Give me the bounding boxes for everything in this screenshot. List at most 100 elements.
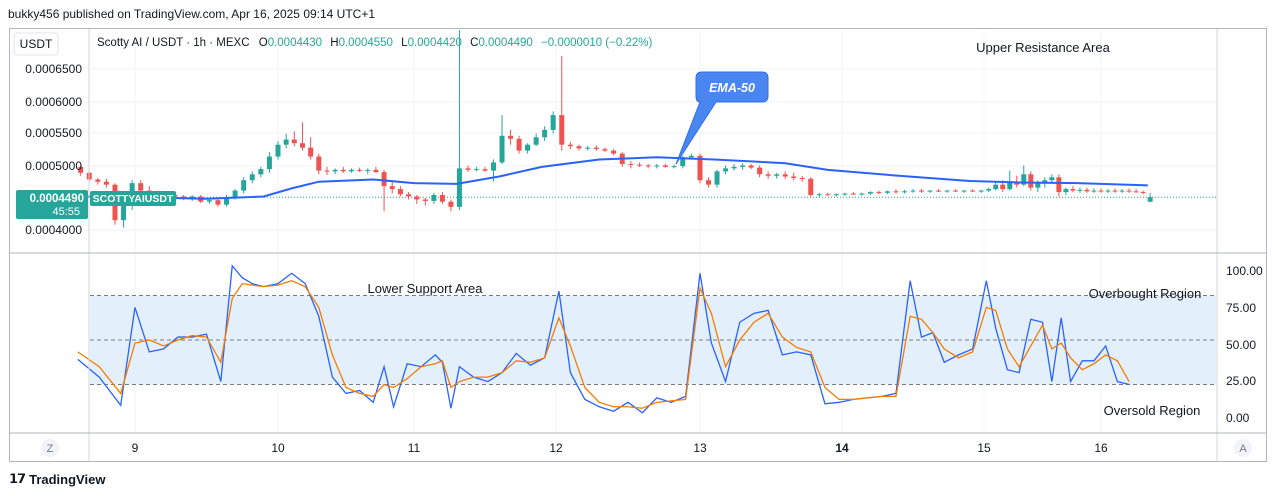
candle-body [1063,189,1069,193]
candle-body [308,147,314,157]
candle-body [1000,184,1006,190]
time-tick-label: 12 [549,441,563,455]
candle-body [859,193,865,195]
candle-body [365,169,371,171]
tradingview-logo-icon: 𝟭𝟳 [9,471,26,486]
legend-h-label: H [330,37,338,49]
candle-body [348,169,354,172]
candle-body [936,190,942,192]
time-tick-label: 15 [977,441,991,455]
ohlc-legend: Scotty AI / USDT · 1h · MEXC O0.0004430 … [97,37,652,49]
time-tick-label: 9 [132,441,139,455]
candle-body [389,186,395,190]
candle-body [876,192,882,194]
candle-body [1028,174,1034,188]
time-tick-label: 11 [408,441,421,455]
candle-body [808,178,814,196]
legend-low: 0.0004420 [408,37,462,49]
upper-resistance-label: Upper Resistance Area [976,40,1110,55]
candle-body [448,201,454,207]
candle-body [901,191,907,193]
candle-body [850,193,856,195]
candle-body [121,203,127,221]
legend-close: 0.0004490 [478,37,532,49]
candle-body [422,199,428,201]
stoch-band-layer [90,295,1216,386]
candle-body [206,200,212,202]
legend-symbol: Scotty AI / USDT · 1h · MEXC [97,37,250,49]
candle-body [1021,174,1027,185]
candle-body [731,166,737,169]
candle-body [473,169,479,171]
candle-body [893,191,899,193]
tradingview-brand-text: TradingView [29,471,106,487]
price-tick-label: 0.0004000 [25,223,82,237]
candle-body [1119,190,1125,192]
candle-body [1056,177,1062,193]
candle-body [482,169,488,171]
candle-body [340,169,346,172]
candle-body [816,194,822,196]
candle-body [970,190,976,192]
time-tick-label: 14 [835,441,849,455]
legend-l-label: L [401,37,408,49]
legend-open: 0.0004430 [268,37,322,49]
candle-body [299,143,305,148]
candle-body [723,168,729,172]
candle-body [714,171,720,185]
price-badge-countdown: 45:55 [52,206,80,218]
candle-body [927,190,933,192]
currency-button[interactable] [13,32,59,56]
price-tick-label: 0.0005500 [25,126,82,140]
candle-body [986,189,992,191]
candle-body [324,170,330,172]
ema-50-line [77,156,1148,200]
candle-body [1084,189,1090,192]
oversold-label: Oversold Region [1104,403,1201,418]
candle-body [1112,190,1118,192]
candle-body [825,194,831,196]
candle-body [765,174,771,176]
candle-body [316,156,322,171]
candle-body [373,169,379,173]
candle-body [993,184,999,190]
stoch-tick-label: 100.00 [1226,264,1263,278]
candle-body [138,183,144,191]
tradingview-brand[interactable]: 𝟭𝟳 TradingView [9,471,105,487]
price-badge-value: 0.0004490 [30,193,84,205]
zoom-button-label: Z [47,443,54,455]
candle-body [757,167,763,175]
candle-body [748,165,754,168]
auto-scale-button[interactable] [1234,439,1252,457]
candle-body [357,169,363,171]
candle-body [1147,197,1153,202]
candle-body [662,165,668,167]
candle-body [774,174,780,176]
candle-body [491,162,497,171]
price-tick-label: 0.0005000 [25,159,82,173]
candle-body [978,190,984,192]
candle-body [593,147,599,150]
stoch-tick-label: 50.00 [1226,338,1256,352]
overbought-label: Overbought Region [1089,286,1202,301]
stoch-tick-label: 75.00 [1226,301,1256,315]
candle-body [508,135,514,139]
candle-body [1077,189,1083,191]
candle-body [884,191,890,193]
candle-body [706,180,712,185]
ticker-badge-label: SCOTTYAIUSDT [93,193,174,205]
zoom-button[interactable] [41,439,59,457]
ema-callout-label: EMA-50 [709,81,755,95]
candle-body [782,174,788,177]
candle-body [953,190,959,192]
candle-body [799,178,805,179]
candle-body [525,144,531,151]
candle-body [680,157,686,167]
price-badge-bg [16,190,88,219]
candle-body [585,147,591,149]
candle-body [697,155,703,181]
candle-body [103,181,109,185]
candle-body [78,166,84,173]
ticker-badge-bg [90,191,176,206]
